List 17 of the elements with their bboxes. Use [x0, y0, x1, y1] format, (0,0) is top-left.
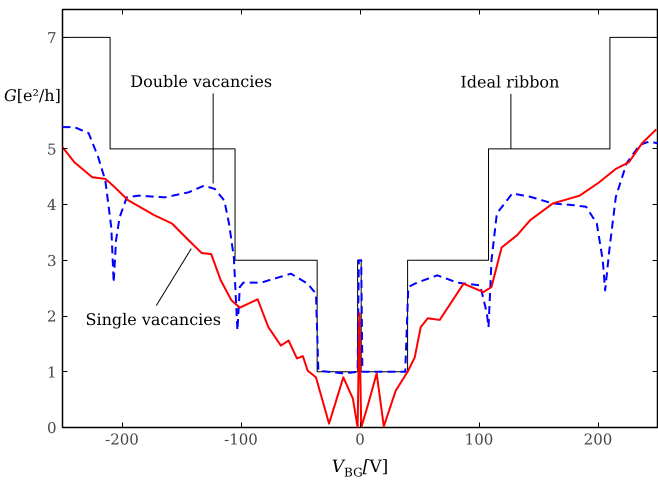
x-tick-label: 0 — [355, 430, 365, 448]
annotation: Double vacancies — [130, 72, 272, 91]
x-tick-label: -200 — [105, 430, 139, 448]
x-axis-title: V$_{BG}$[V] — [330, 456, 390, 481]
x-tick-label: 200 — [584, 430, 612, 448]
y-tick-label: 3 — [46, 252, 57, 270]
y-tick-label: 1 — [46, 363, 57, 382]
y-tick-label: 7 — [46, 28, 57, 47]
x-tick-label: -100 — [224, 430, 258, 448]
y-tick-label: 2 — [46, 308, 57, 326]
y-tick-label: 4 — [46, 196, 57, 214]
y-tick-label: 5 — [46, 140, 57, 158]
annotation: Single vacancies — [86, 310, 221, 330]
y-axis-title: G[e²/h] — [4, 85, 61, 107]
x-tick-label: 100 — [464, 430, 494, 448]
annotation: Ideal ribbon — [460, 72, 560, 92]
y-tick-label: 0 — [46, 419, 57, 437]
